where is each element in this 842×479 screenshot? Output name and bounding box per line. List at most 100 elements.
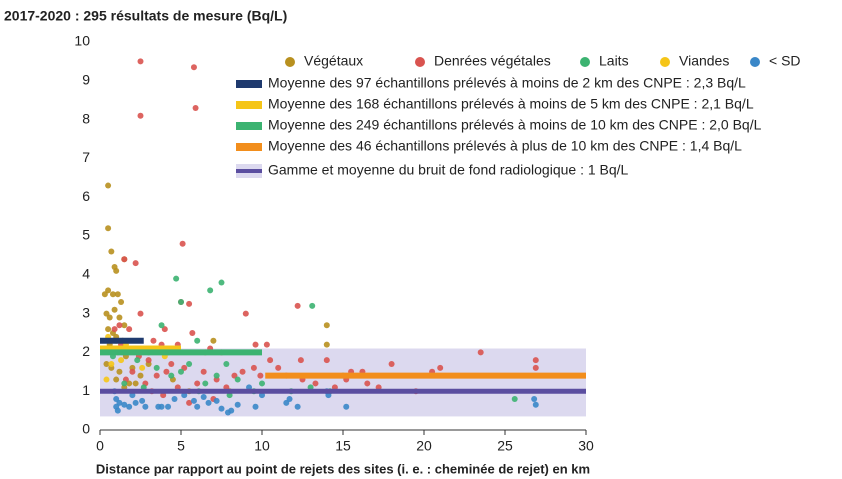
- point: [532, 401, 539, 408]
- point: [267, 357, 274, 364]
- point: [171, 395, 178, 402]
- point: [116, 368, 123, 375]
- point: [477, 349, 484, 356]
- point: [118, 357, 125, 364]
- point: [103, 361, 110, 368]
- point: [111, 306, 118, 313]
- point: [200, 394, 207, 401]
- point: [213, 397, 220, 404]
- point: [137, 58, 144, 65]
- point: [364, 380, 371, 387]
- point: [145, 357, 152, 364]
- point: [312, 380, 319, 387]
- point: [163, 368, 170, 375]
- point: [121, 401, 128, 408]
- x-tick-label: 20: [416, 438, 432, 454]
- legend-swatch: [750, 57, 760, 67]
- legend-label: Laits: [599, 53, 629, 69]
- point: [190, 64, 197, 71]
- point: [218, 405, 225, 412]
- point: [210, 337, 217, 344]
- point: [129, 368, 136, 375]
- point: [202, 380, 209, 387]
- point: [250, 364, 257, 371]
- point: [137, 112, 144, 119]
- point: [139, 397, 146, 404]
- point: [192, 104, 199, 111]
- point: [343, 403, 350, 410]
- point: [194, 380, 201, 387]
- point: [511, 395, 518, 402]
- x-tick-label: 15: [335, 438, 351, 454]
- point: [134, 357, 141, 364]
- point: [190, 397, 197, 404]
- point: [105, 287, 112, 294]
- point: [207, 287, 214, 294]
- point: [114, 291, 121, 298]
- x-axis-title: Distance par rapport au point de rejets …: [96, 461, 590, 476]
- legend-label: Denrées végétales: [434, 53, 551, 69]
- y-tick-label: 8: [82, 110, 90, 126]
- point: [126, 326, 133, 333]
- point: [108, 361, 115, 368]
- point: [437, 364, 444, 371]
- y-tick-label: 7: [82, 149, 90, 165]
- y-tick-label: 5: [82, 227, 90, 243]
- y-tick-label: 10: [74, 33, 90, 49]
- background-band: [100, 348, 586, 417]
- point: [263, 341, 270, 348]
- point: [234, 376, 241, 383]
- point: [532, 357, 539, 364]
- legend-label: Végétaux: [304, 53, 363, 69]
- point: [132, 399, 139, 406]
- point: [150, 337, 157, 344]
- point: [153, 364, 160, 371]
- legend-label: Moyenne des 249 échantillons prélevés à …: [268, 117, 762, 133]
- point: [105, 326, 112, 333]
- point: [116, 314, 123, 321]
- point: [186, 399, 193, 406]
- point: [259, 380, 265, 387]
- point: [186, 300, 193, 307]
- point: [132, 260, 139, 267]
- legend-swatch: [285, 57, 295, 67]
- point: [137, 310, 144, 317]
- legend-label: Moyenne des 46 échantillons prélevés à p…: [268, 138, 742, 154]
- point: [173, 275, 180, 282]
- point: [297, 357, 304, 364]
- y-tick-label: 9: [82, 72, 90, 88]
- point: [252, 341, 259, 348]
- y-tick-label: 3: [82, 304, 90, 320]
- point: [105, 182, 112, 189]
- point: [205, 399, 212, 406]
- point: [323, 357, 330, 364]
- legend-swatch: [236, 80, 262, 88]
- point: [168, 372, 175, 379]
- y-tick-label: 4: [82, 266, 90, 282]
- point: [323, 322, 330, 329]
- point: [234, 401, 241, 408]
- point: [294, 302, 301, 309]
- point: [228, 407, 235, 414]
- point: [218, 279, 225, 286]
- point: [116, 322, 123, 329]
- legend-label: < SD: [769, 53, 801, 69]
- point: [178, 298, 184, 305]
- point: [257, 372, 264, 379]
- point: [121, 322, 128, 329]
- point: [113, 267, 120, 274]
- x-tick-label: 5: [177, 438, 185, 454]
- point: [158, 403, 165, 410]
- point: [223, 361, 230, 368]
- legend-swatch: [415, 57, 425, 67]
- x-tick-label: 30: [578, 438, 594, 454]
- point: [213, 372, 220, 379]
- point: [194, 403, 201, 410]
- x-tick-label: 0: [96, 438, 104, 454]
- point: [286, 395, 293, 402]
- point: [189, 330, 196, 336]
- point: [323, 341, 330, 348]
- legend-swatch: [236, 122, 262, 130]
- point: [252, 403, 259, 410]
- chart-title: 2017-2020 : 295 résultats de mesure (Bq/…: [4, 8, 287, 24]
